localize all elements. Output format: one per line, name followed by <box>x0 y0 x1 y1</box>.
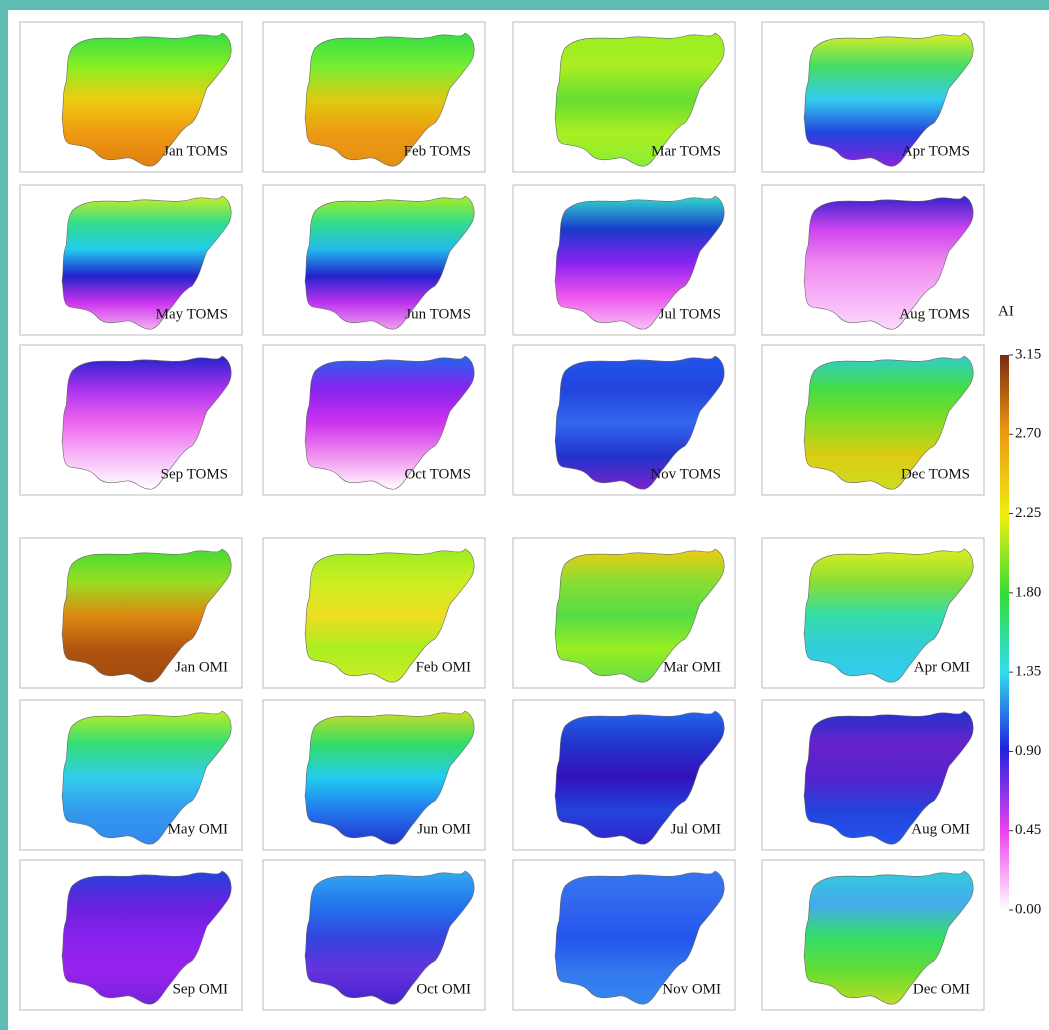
panel-label: Jul OMI <box>671 821 721 837</box>
map <box>304 870 475 1005</box>
map <box>304 548 475 683</box>
map <box>554 710 725 845</box>
panel-label: May OMI <box>168 821 228 837</box>
map <box>803 870 974 1005</box>
panel-label: Aug OMI <box>911 821 970 837</box>
colorbar-tick-label: 0.90 <box>1015 743 1041 759</box>
panel-label: Nov TOMS <box>650 466 721 482</box>
colorbar-tick-label: 0.00 <box>1015 901 1041 917</box>
map <box>304 710 475 845</box>
map <box>803 710 974 845</box>
colorbar-tick-label: 1.80 <box>1015 584 1041 600</box>
map <box>61 870 232 1005</box>
map <box>803 32 974 167</box>
map <box>61 710 232 845</box>
map <box>304 355 475 490</box>
panel-label: Aug TOMS <box>899 306 970 322</box>
map <box>554 870 725 1005</box>
panel-label: Apr TOMS <box>902 143 970 159</box>
map <box>803 548 974 683</box>
panel-label: Dec TOMS <box>901 466 970 482</box>
panel-label: Jul TOMS <box>659 306 721 322</box>
colorbar-tick-label: 3.15 <box>1015 346 1041 362</box>
panel-label: Dec OMI <box>913 981 970 997</box>
map <box>803 195 974 330</box>
panel-label: Feb TOMS <box>404 143 471 159</box>
panel-label: Sep OMI <box>173 981 228 997</box>
panel-label: Sep TOMS <box>161 466 228 482</box>
panel-label: Apr OMI <box>914 659 970 675</box>
colorbar-tick-label: 2.70 <box>1015 426 1041 442</box>
map <box>304 195 475 330</box>
map <box>554 355 725 490</box>
frame-left <box>0 0 8 1030</box>
frame-top <box>0 0 1049 10</box>
panel-label: Nov OMI <box>662 981 721 997</box>
colorbar-tick-label: 0.45 <box>1015 822 1041 838</box>
map <box>61 195 232 330</box>
panel-label: Jan TOMS <box>163 143 228 159</box>
panel-label: Mar OMI <box>663 659 721 675</box>
panel-label: Jan OMI <box>175 659 228 675</box>
colorbar-tick-label: 1.35 <box>1015 664 1041 680</box>
panel-label: Oct TOMS <box>404 466 471 482</box>
map <box>554 195 725 330</box>
panel-label: Jun OMI <box>417 821 471 837</box>
colorbar-title: AI <box>998 303 1014 319</box>
map <box>61 548 232 683</box>
panel-label: Jun TOMS <box>405 306 471 322</box>
map <box>554 548 725 683</box>
panel-label: Mar TOMS <box>651 143 721 159</box>
colorbar-tick-label: 2.25 <box>1015 505 1041 521</box>
panel-label: Feb OMI <box>416 659 471 675</box>
map <box>61 355 232 490</box>
panel-label: May TOMS <box>156 306 228 322</box>
map <box>61 32 232 167</box>
map <box>304 32 475 167</box>
map <box>803 355 974 490</box>
panel-label: Oct OMI <box>416 981 471 997</box>
map <box>554 32 725 167</box>
colorbar <box>1000 355 1009 910</box>
